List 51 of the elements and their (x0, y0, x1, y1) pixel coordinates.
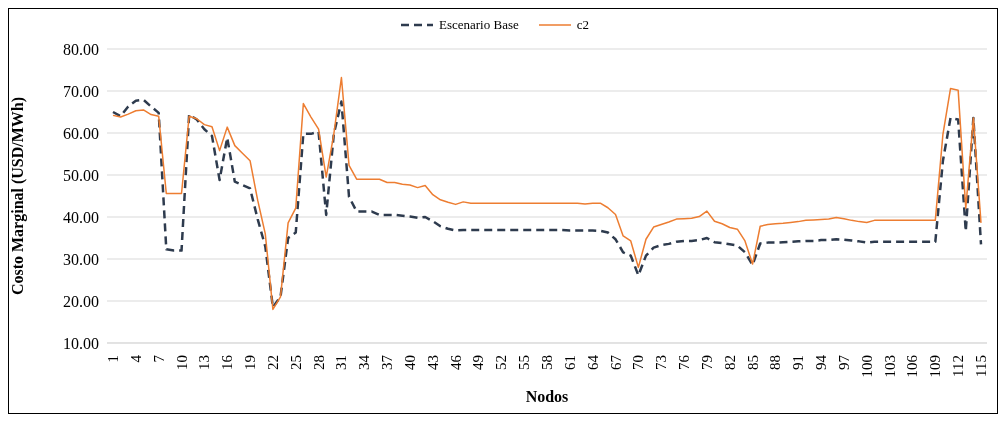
x-tick-label: 7 (150, 354, 167, 363)
x-tick-label: 85 (744, 355, 761, 370)
x-tick-label: 25 (287, 355, 304, 370)
y-tick-label: 70.00 (63, 82, 99, 100)
x-tick-label: 49 (470, 355, 487, 370)
x-axis-title: Nodos (525, 388, 569, 406)
y-tick-label: 20.00 (63, 292, 99, 310)
y-tick-label: 10.00 (63, 334, 99, 352)
x-tick-label: 43 (424, 355, 441, 370)
y-tick-label: 80.00 (63, 40, 99, 58)
legend-label: Escenario Base (437, 17, 519, 33)
x-tick-label: 115 (973, 355, 989, 377)
x-tick-label: 64 (584, 354, 601, 370)
x-tick-label: 109 (927, 355, 944, 378)
x-tick-label: 88 (767, 355, 784, 370)
x-tick-label: 46 (447, 354, 464, 370)
x-tick-label: 70 (630, 355, 647, 370)
y-tick-label: 30.00 (63, 250, 99, 268)
x-tick-label: 61 (561, 355, 578, 370)
x-tick-label: 58 (539, 355, 555, 370)
x-tick-label: 91 (790, 355, 807, 370)
legend-label: c2 (575, 17, 590, 33)
x-tick-label: 82 (721, 355, 738, 370)
x-tick-label: 76 (676, 354, 693, 370)
x-tick-label: 31 (333, 355, 350, 370)
x-tick-label: 40 (401, 355, 418, 370)
x-tick-label: 1 (105, 355, 121, 363)
x-tick-label: 22 (264, 355, 281, 370)
x-tick-label: 37 (379, 354, 396, 370)
x-tick-label: 100 (858, 355, 875, 378)
y-tick-label: 40.00 (63, 208, 99, 226)
x-tick-label: 79 (698, 355, 715, 370)
x-tick-label: 28 (310, 355, 327, 370)
x-tick-label: 73 (653, 355, 670, 370)
x-tick-label: 4 (127, 354, 144, 363)
x-tick-label: 94 (813, 354, 830, 370)
x-tick-label: 13 (196, 355, 213, 370)
x-tick-label: 19 (242, 355, 259, 370)
x-tick-label: 67 (607, 354, 624, 370)
x-tick-label: 55 (516, 355, 533, 370)
x-tick-label: 103 (881, 355, 898, 378)
y-tick-label: 50.00 (63, 166, 99, 184)
x-tick-label: 97 (835, 354, 852, 370)
x-tick-label: 112 (950, 355, 967, 377)
x-tick-label: 106 (904, 354, 921, 378)
x-tick-label: 52 (493, 355, 510, 370)
y-tick-label: 60.00 (63, 124, 99, 142)
y-axis-title: Costo Marginal (USD/MWh) (8, 96, 27, 296)
x-tick-label: 16 (219, 354, 236, 370)
x-tick-label: 34 (356, 354, 373, 370)
x-tick-label: 10 (173, 355, 190, 370)
